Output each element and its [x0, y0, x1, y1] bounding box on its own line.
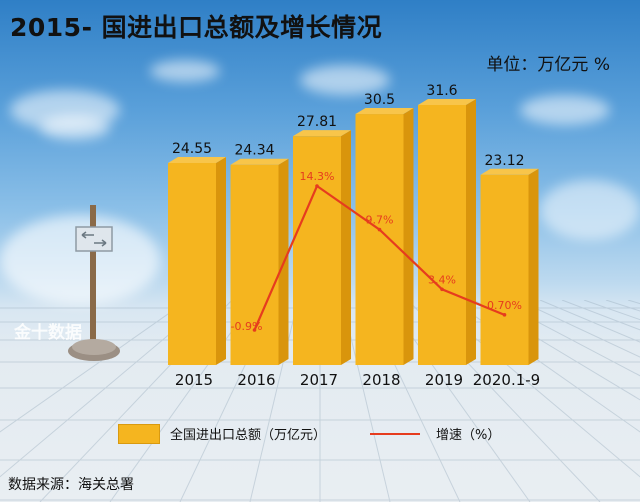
unit-label: 单位：万亿元 %	[486, 55, 610, 75]
bar	[168, 163, 216, 365]
bar-side	[216, 157, 226, 365]
bar-side	[341, 130, 351, 365]
bar	[293, 136, 341, 365]
legend-bar-label: 全国进出口总额（万亿元）	[170, 428, 327, 443]
bar-top	[293, 130, 351, 137]
bar	[418, 105, 466, 365]
bar	[480, 174, 529, 365]
growth-point	[502, 313, 507, 317]
bar-value-label: 31.6	[426, 83, 457, 99]
x-tick-label: 2019	[425, 371, 463, 389]
signpost-icon	[68, 205, 120, 361]
x-tick-label: 2020.1-9	[473, 371, 540, 389]
growth-value-label: 3.4%	[428, 273, 456, 286]
bar-side	[403, 108, 414, 366]
bar-side	[466, 99, 476, 365]
bar-top	[480, 168, 539, 175]
growth-point	[440, 287, 444, 292]
growth-point	[252, 328, 257, 332]
cloud	[540, 180, 640, 240]
cloud	[520, 95, 610, 125]
bar-value-label: 24.34	[234, 143, 274, 159]
bar-top	[168, 157, 226, 164]
bar-value-label: 23.12	[484, 153, 524, 169]
x-tick-label: 2016	[237, 371, 275, 389]
bar-value-label: 30.5	[364, 92, 395, 108]
growth-point	[315, 184, 319, 188]
bar-top	[230, 158, 289, 165]
chart-title: 2015- 国进出口总额及增长情况	[10, 13, 383, 42]
x-tick-label: 2018	[362, 371, 400, 389]
growth-value-label: 14.3%	[300, 170, 335, 183]
bar-side	[528, 168, 539, 365]
x-tick-label: 2015	[175, 371, 213, 389]
growth-value-label: -0.9%	[231, 320, 263, 333]
legend-bar-swatch	[118, 424, 160, 444]
bar	[355, 114, 404, 366]
x-tick-label: 2017	[300, 371, 338, 389]
source-note: 数据来源：海关总署	[8, 477, 134, 493]
bar-value-label: 24.55	[172, 141, 212, 157]
legend-line-label: 增速（%）	[436, 428, 501, 443]
growth-value-label: 9.7%	[366, 214, 394, 227]
growth-point	[377, 227, 382, 232]
growth-value-label: 0.70%	[487, 299, 522, 312]
cloud	[40, 115, 110, 140]
cloud	[300, 65, 390, 95]
bar-top	[418, 99, 476, 105]
bar-value-label: 27.81	[297, 114, 337, 130]
cloud	[150, 60, 220, 82]
legend-line-swatch	[370, 433, 420, 435]
bar	[230, 164, 279, 365]
bar-top	[355, 108, 414, 115]
watermark: 金十数据	[14, 323, 82, 343]
